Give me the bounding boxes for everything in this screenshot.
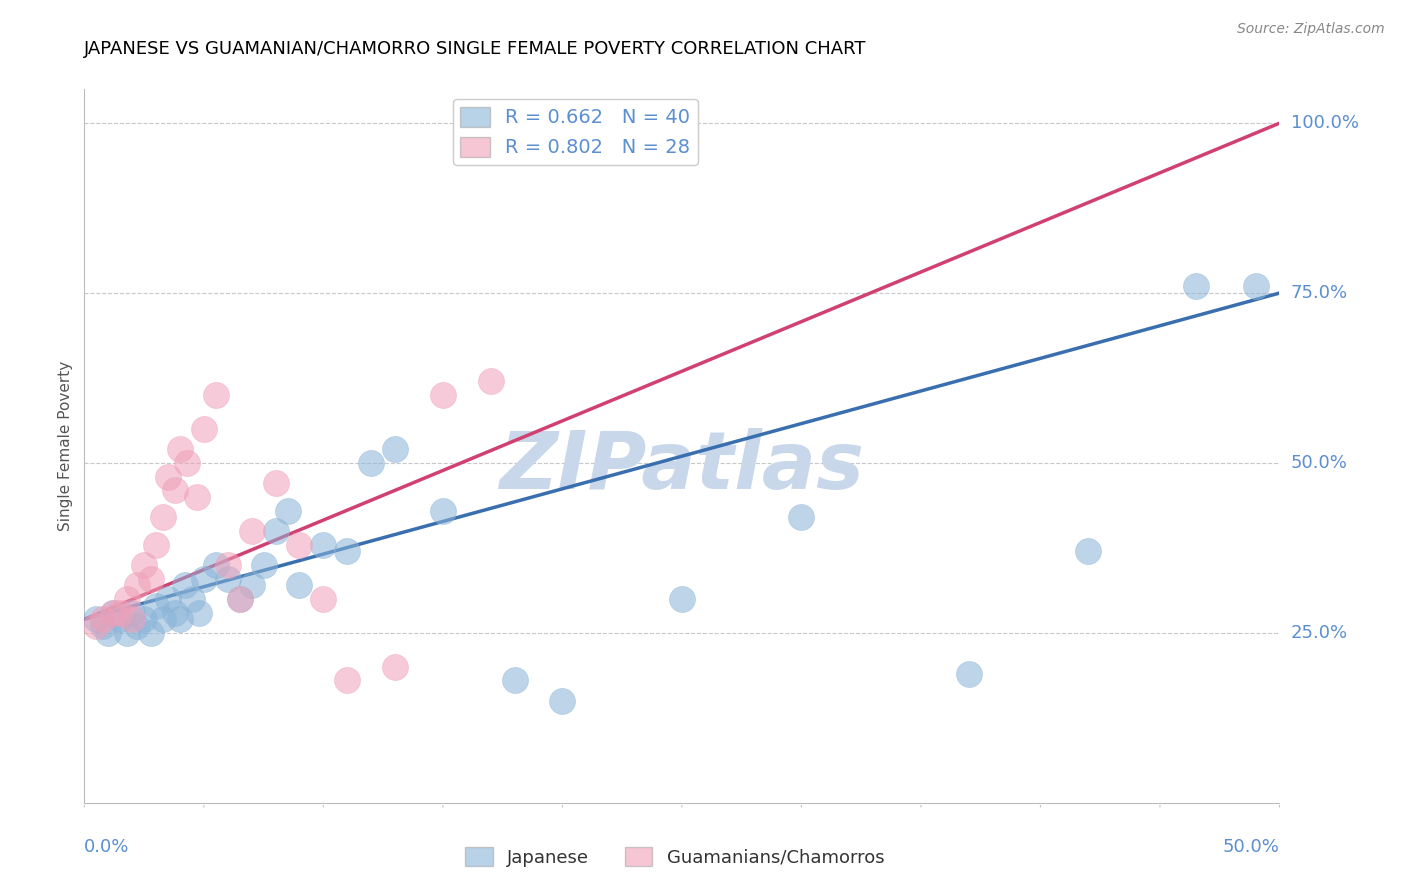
- Point: [205, 558, 228, 572]
- Text: 75.0%: 75.0%: [1291, 284, 1348, 302]
- Text: ZIPatlas: ZIPatlas: [499, 428, 865, 507]
- Point: [84, 612, 107, 626]
- Point: [132, 558, 156, 572]
- Point: [957, 666, 980, 681]
- Point: [165, 483, 187, 498]
- Text: 100.0%: 100.0%: [1291, 114, 1358, 132]
- Legend: R = 0.662   N = 40, R = 0.802   N = 28: R = 0.662 N = 40, R = 0.802 N = 28: [453, 99, 697, 165]
- Point: [671, 591, 693, 606]
- Point: [312, 591, 335, 606]
- Point: [101, 606, 124, 620]
- Point: [360, 456, 382, 470]
- Point: [228, 591, 252, 606]
- Point: [240, 578, 263, 592]
- Point: [141, 626, 163, 640]
- Point: [157, 591, 180, 606]
- Point: [503, 673, 526, 688]
- Point: [312, 537, 335, 551]
- Point: [121, 612, 143, 626]
- Point: [110, 606, 132, 620]
- Point: [228, 591, 252, 606]
- Point: [125, 619, 148, 633]
- Point: [551, 694, 574, 708]
- Point: [1184, 279, 1206, 293]
- Point: [479, 375, 502, 389]
- Point: [117, 591, 139, 606]
- Point: [97, 626, 120, 640]
- Point: [110, 612, 132, 626]
- Point: [264, 476, 287, 491]
- Point: [93, 612, 115, 626]
- Point: [157, 469, 180, 483]
- Point: [186, 490, 208, 504]
- Point: [152, 510, 174, 524]
- Point: [152, 612, 174, 626]
- Point: [101, 606, 124, 620]
- Point: [288, 537, 311, 551]
- Point: [169, 442, 191, 457]
- Point: [125, 578, 148, 592]
- Text: Source: ZipAtlas.com: Source: ZipAtlas.com: [1237, 22, 1385, 37]
- Text: 25.0%: 25.0%: [1291, 624, 1348, 642]
- Y-axis label: Single Female Poverty: Single Female Poverty: [58, 361, 73, 531]
- Point: [93, 619, 115, 633]
- Point: [188, 606, 211, 620]
- Text: JAPANESE VS GUAMANIAN/CHAMORRO SINGLE FEMALE POVERTY CORRELATION CHART: JAPANESE VS GUAMANIAN/CHAMORRO SINGLE FE…: [84, 40, 868, 58]
- Point: [193, 422, 215, 436]
- Point: [264, 524, 287, 538]
- Point: [384, 442, 406, 457]
- Point: [193, 572, 215, 586]
- Point: [165, 606, 187, 620]
- Point: [1077, 544, 1099, 558]
- Point: [384, 660, 406, 674]
- Point: [240, 524, 263, 538]
- Point: [790, 510, 813, 524]
- Point: [432, 388, 454, 402]
- Point: [145, 599, 167, 613]
- Text: 50.0%: 50.0%: [1223, 838, 1279, 855]
- Point: [253, 558, 276, 572]
- Point: [217, 572, 239, 586]
- Point: [132, 612, 156, 626]
- Point: [117, 626, 139, 640]
- Point: [288, 578, 311, 592]
- Point: [217, 558, 239, 572]
- Point: [141, 572, 163, 586]
- Point: [432, 503, 454, 517]
- Legend: Japanese, Guamanians/Chamorros: Japanese, Guamanians/Chamorros: [458, 840, 891, 874]
- Point: [180, 591, 202, 606]
- Point: [176, 456, 198, 470]
- Point: [173, 578, 195, 592]
- Point: [336, 544, 359, 558]
- Point: [1244, 279, 1267, 293]
- Text: 0.0%: 0.0%: [84, 838, 129, 855]
- Point: [169, 612, 191, 626]
- Point: [145, 537, 167, 551]
- Point: [121, 606, 143, 620]
- Point: [336, 673, 359, 688]
- Point: [84, 619, 107, 633]
- Point: [276, 503, 298, 517]
- Text: 50.0%: 50.0%: [1291, 454, 1347, 472]
- Point: [205, 388, 228, 402]
